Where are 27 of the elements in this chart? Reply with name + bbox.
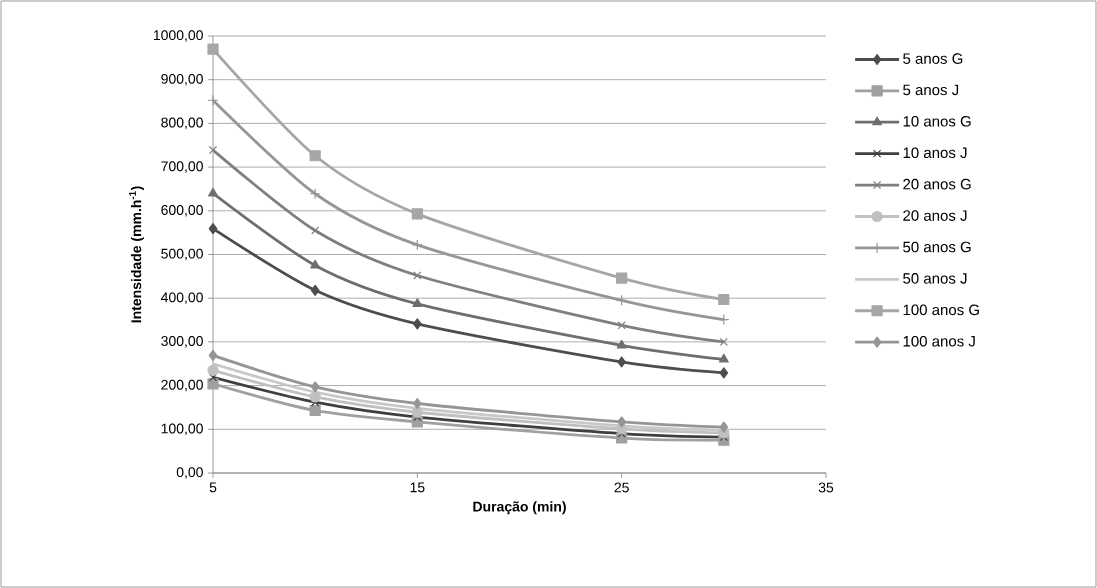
- y-tick-label: 1000,00: [153, 30, 203, 42]
- legend-label: 5 anos G: [903, 53, 963, 64]
- y-tick-label: 100,00: [161, 423, 203, 436]
- x-tick-label: 35: [818, 482, 834, 493]
- x-tick-label: 15: [410, 482, 425, 493]
- legend-label: 50 anos G: [903, 241, 971, 253]
- y-tick-label: 400,00: [160, 292, 203, 304]
- y-tick-label: 600,00: [161, 204, 203, 217]
- legend-label: 20 anos J: [903, 210, 967, 221]
- y-tick-label: 500,00: [161, 248, 203, 261]
- y-tick-label: 700,00: [161, 161, 203, 173]
- legend-label: 5 anos J: [903, 84, 959, 96]
- x-tick-label: 5: [209, 482, 217, 493]
- legend-label: 100 anos G: [903, 304, 979, 316]
- legend-label: 20 anos G: [903, 178, 971, 190]
- y-axis-title: Intensidade (mm.h$^{-1}$): [129, 186, 144, 323]
- legend-label: 50 anos J: [903, 273, 967, 284]
- y-tick-label: 0,00: [176, 467, 203, 479]
- y-tick-label: 300,00: [161, 336, 203, 348]
- x-tick-label: 25: [614, 482, 629, 493]
- legend-label: 100 anos J: [903, 335, 975, 347]
- legend-label: 10 anos G: [903, 115, 971, 127]
- y-tick-label: 800,00: [161, 117, 203, 130]
- legend-label: 10 anos J: [903, 147, 967, 159]
- y-tick-label: 200,00: [161, 379, 203, 392]
- y-tick-label: 900,00: [161, 73, 203, 86]
- x-axis-title: Duração (min): [473, 501, 566, 515]
